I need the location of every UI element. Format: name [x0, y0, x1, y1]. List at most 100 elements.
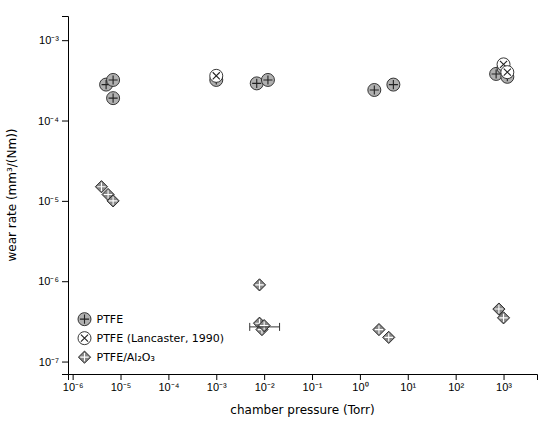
tick-label: 10⁻⁵ [111, 381, 132, 393]
tick-mark [264, 374, 265, 380]
marker-overlay [109, 94, 118, 103]
marker-shape [78, 332, 91, 345]
point [383, 331, 395, 343]
marker-shape [107, 73, 120, 86]
chart: 10⁻⁶ 10⁻⁵ 10⁻⁴ 10⁻³ 10⁻² 10⁻¹ 10⁰ 10¹ 10² 10³ 10⁻⁷… [0, 0, 557, 424]
y-axis-title: wear rate (mm³/(Nm)) [5, 128, 19, 261]
marker-overlay [97, 183, 105, 191]
marker-overlay [495, 305, 503, 313]
marker-shape [78, 313, 91, 326]
tick-mark [312, 374, 313, 380]
tick-mark [62, 201, 68, 202]
tick-label: 10⁻⁴ [38, 115, 59, 127]
tick-label: 10⁻³ [39, 34, 59, 46]
tick-mark [456, 374, 457, 380]
marker-overlay [375, 325, 383, 333]
marker-shape [210, 69, 223, 82]
tick-mark [62, 281, 68, 282]
tick-label: 10⁻⁶ [38, 275, 59, 287]
marker-overlay [499, 314, 507, 322]
axis-line [62, 17, 69, 375]
point [497, 312, 509, 324]
tick-mark [121, 374, 122, 380]
tick: 10⁻⁵ [38, 195, 68, 207]
x-axis-title: chamber pressure (Torr) [230, 403, 374, 417]
tick-label: 10⁰ [352, 381, 368, 393]
tick-mark [216, 374, 217, 380]
marker-overlay [385, 333, 393, 341]
marker-overlay [80, 353, 88, 361]
tick-label: 10⁻⁶ [63, 381, 84, 393]
point [261, 73, 274, 86]
marker-overlay [252, 79, 261, 88]
tick-label: 10⁻¹ [303, 381, 323, 393]
marks [95, 58, 513, 344]
tick-mark [408, 374, 409, 380]
axis-line [69, 375, 538, 381]
point [387, 78, 400, 91]
tick: 10⁰ [352, 374, 368, 393]
marker-overlay [109, 197, 117, 205]
marker-shape [258, 320, 270, 332]
legend-symbol [78, 351, 90, 363]
tick: 10⁻⁶ [63, 374, 84, 393]
marker-shape [501, 66, 514, 79]
marker-overlay [80, 315, 89, 324]
point [501, 66, 514, 79]
tick: 10⁻³ [39, 34, 68, 46]
tick: 10⁻¹ [303, 374, 323, 393]
legend-symbol [78, 332, 91, 345]
tick: 10⁻⁵ [111, 374, 132, 393]
marker-shape [373, 323, 385, 335]
tick: 10⁻⁷ [39, 356, 68, 368]
tick: 10⁻³ [207, 374, 227, 393]
marker-shape [253, 279, 265, 291]
marker-shape [383, 331, 395, 343]
x-axis: 10⁻⁶ 10⁻⁵ 10⁻⁴ 10⁻³ 10⁻² 10⁻¹ 10⁰ 10¹ 10² 10³ [63, 374, 538, 393]
legend-label: PTFE/Al₂O₃ [97, 351, 155, 364]
tick-label: 10⁻² [255, 381, 275, 393]
marker-shape [107, 92, 120, 105]
series [100, 62, 514, 105]
point [373, 323, 385, 335]
error-bar [250, 323, 280, 331]
tick-mark [360, 374, 361, 380]
tick: 10⁻⁴ [158, 374, 179, 393]
tick-mark [62, 362, 68, 363]
point [107, 73, 120, 86]
plot-area: 10⁻⁶ 10⁻⁵ 10⁻⁴ 10⁻³ 10⁻² 10⁻¹ 10⁰ 10¹ 10² 10³ 10⁻⁷… [5, 17, 538, 418]
legend-item: PTFE [78, 313, 123, 326]
marker-overlay [389, 80, 398, 89]
legend: PTFE PTFE (Lancaster, 1990) PTFE/Al₂O₃ [78, 313, 224, 364]
tick-label: 10⁻⁷ [39, 356, 59, 368]
marker-overlay [370, 85, 379, 94]
point [253, 279, 265, 291]
tick-label: 10¹ [400, 381, 416, 393]
marker-shape [497, 312, 509, 324]
point [107, 195, 119, 207]
tick: 10³ [496, 374, 512, 393]
tick: 10⁻⁴ [38, 115, 68, 127]
point [107, 92, 120, 105]
marker-shape [387, 78, 400, 91]
tick: 10⁻⁶ [38, 275, 68, 287]
tick-label: 10³ [496, 381, 512, 393]
tick-label: 10⁻⁴ [158, 381, 179, 393]
tick-label: 10² [448, 381, 464, 393]
tick-mark [73, 374, 74, 380]
marker-overlay [504, 69, 511, 76]
tick: 10⁻² [255, 374, 275, 393]
marker-overlay [109, 75, 118, 84]
point [210, 69, 223, 82]
tick-mark [62, 40, 68, 41]
marker-overlay [263, 75, 272, 84]
marker-shape [107, 195, 119, 207]
legend-item: PTFE (Lancaster, 1990) [78, 332, 224, 345]
marker-overlay [255, 281, 263, 289]
tick-mark [168, 374, 169, 380]
tick-label: 10⁻³ [207, 381, 227, 393]
y-axis: 10⁻⁷ 10⁻⁶ 10⁻⁵ 10⁻⁴ 10⁻³ [38, 17, 68, 375]
legend-symbol [78, 313, 91, 326]
tick-mark [504, 374, 505, 380]
series [95, 181, 509, 344]
